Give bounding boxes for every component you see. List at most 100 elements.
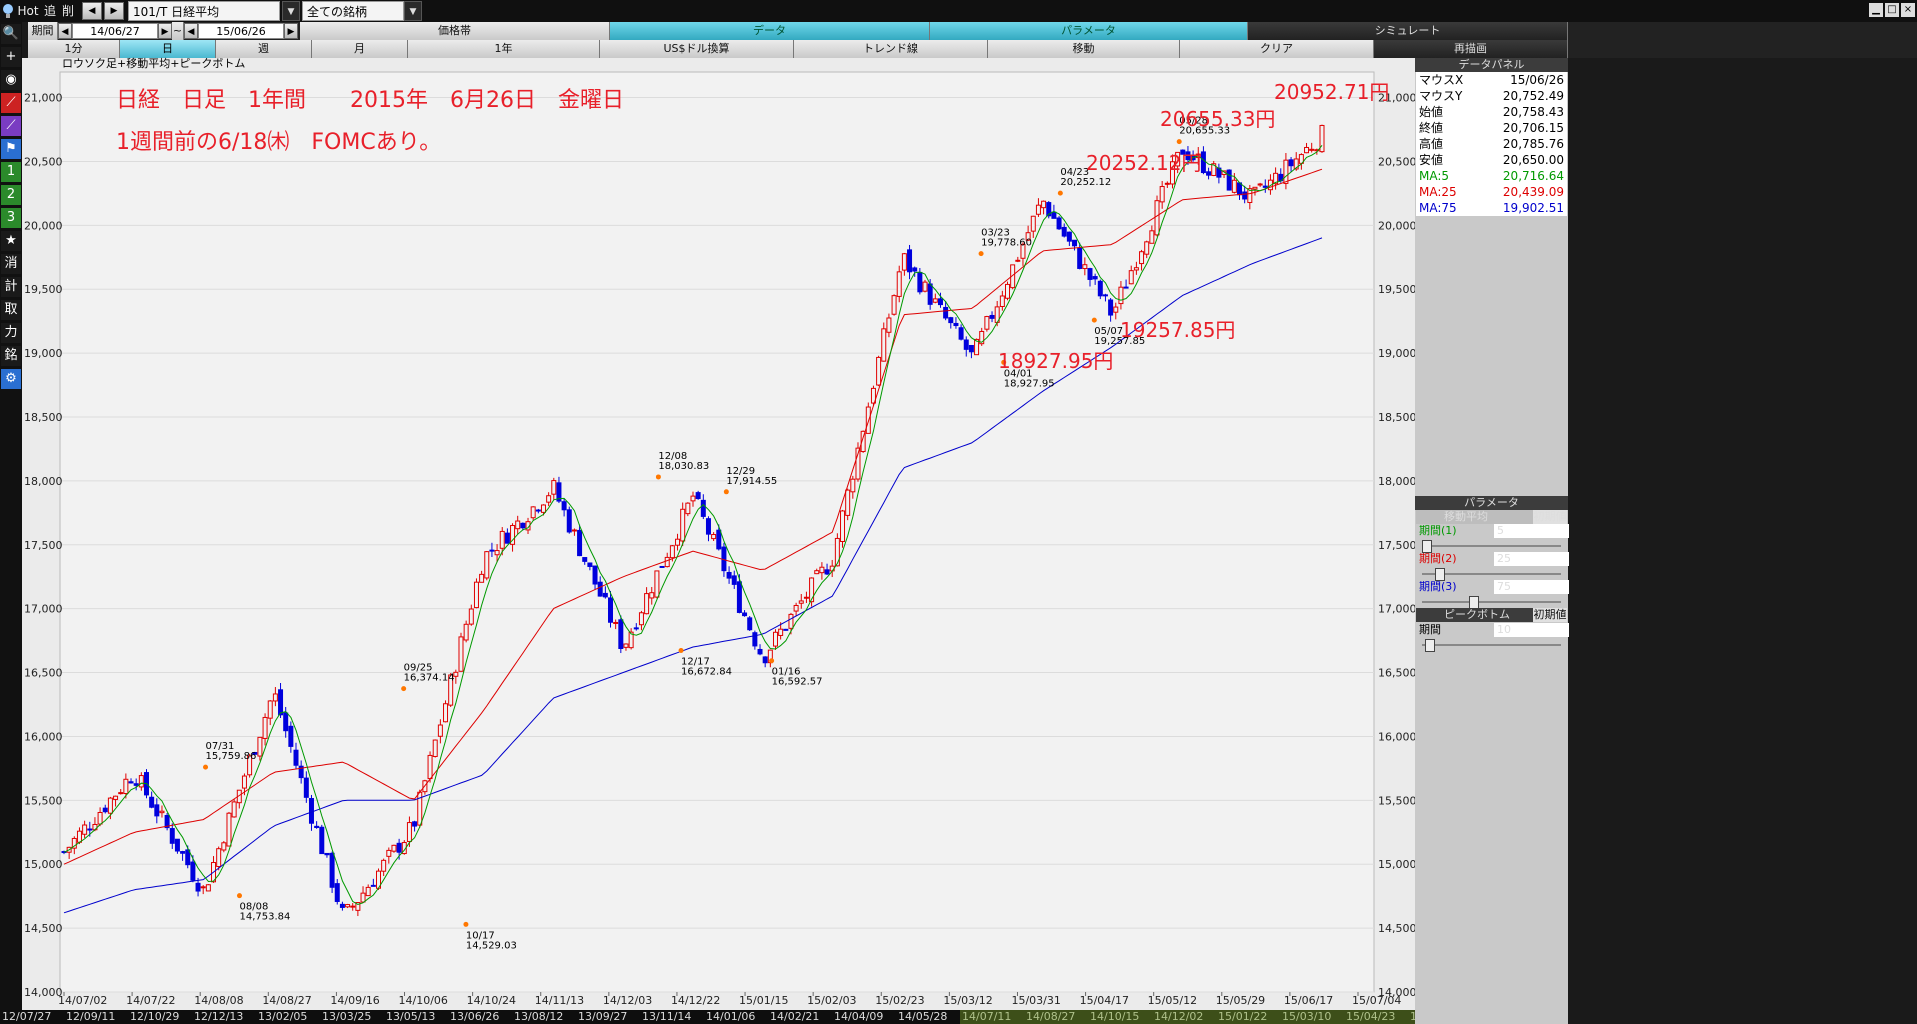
param-period1-row: 期間(1) 5 [1416,524,1569,538]
candle-body [510,525,516,545]
candle-body [298,765,304,779]
left-tool-12[interactable]: 取 [1,300,21,320]
to-date-next-button[interactable]: ▶ [284,23,298,39]
left-tool-13[interactable]: 力 [1,323,21,343]
left-tool-6[interactable]: 1 [1,162,21,182]
crosshair-icon[interactable]: + [1,47,21,67]
to-date-prev-button[interactable]: ◀ [184,23,198,39]
y-tick-label-left: 15,000 [24,858,63,871]
candle-body [608,597,614,623]
candle-body [633,627,639,630]
period2-label: 期間(2) [1419,552,1457,565]
gear-icon[interactable]: ⚙ [1,369,21,389]
interval-daily-button[interactable]: 日 [120,40,216,58]
pb-period-slider[interactable] [1416,638,1567,652]
candle-body [1097,280,1103,297]
clear-button[interactable]: クリア [1180,40,1374,58]
trendline-button[interactable]: トレンド線 [794,40,988,58]
pb-period-slider-thumb[interactable] [1425,639,1435,652]
candle-body [406,822,412,842]
candle-body [437,724,443,737]
candle-body [1252,186,1258,190]
period3-slider[interactable] [1416,595,1567,609]
candle-body [669,545,675,559]
data-panel-key: MA:5 [1419,169,1450,183]
data-panel-row: MA:75 19,902.51 [1416,200,1567,216]
left-tool-8[interactable]: 3 [1,208,21,228]
period2-input[interactable]: 25 [1494,552,1569,566]
bulb-icon[interactable] [2,2,14,20]
period1-input[interactable]: 5 [1494,524,1569,538]
annotation-title: 日経 日足 1年間 2015年 6月26日 金曜日 [116,88,624,113]
tab-parameter[interactable]: パラメータ [930,22,1248,40]
right-panel: データパネル マウスX 15/06/26 マウスY 20,752.49 始値 20,758… [1415,58,1569,1024]
period3-input[interactable]: 75 [1494,580,1569,594]
camera-icon[interactable]: ◉ [1,70,21,90]
close-button[interactable]: × [1901,3,1915,17]
left-tool-11[interactable]: 計 [1,277,21,297]
universe-dropdown-arrow[interactable]: ▼ [404,1,422,21]
ma-reset-button[interactable]: 初期値 [1533,510,1567,524]
left-tool-14[interactable]: 銘 [1,346,21,366]
candle-body [1133,267,1139,271]
universe-select[interactable]: 全ての銘柄 [302,1,404,21]
usd-convert-button[interactable]: US$ドル換算 [600,40,794,58]
pb-period-input[interactable]: 10 [1494,623,1569,637]
left-tool-7[interactable]: 2 [1,185,21,205]
overview-axis[interactable]: 12/07/27 12/09/11 12/10/29 12/12/13 13/02/05… [0,1010,1459,1024]
candle-body [855,447,861,480]
delete-button[interactable]: 削 [61,4,74,18]
chart-area[interactable]: 21,000 21,000 20,500 20,500 20,000 20,000 19,5… [22,58,1417,1010]
data-panel-value: 15/06/26 [1510,73,1564,87]
candle-body [700,499,706,517]
interval-1year-button[interactable]: 1年 [408,40,600,58]
overview-selection[interactable] [960,1010,1415,1024]
prev-symbol-button[interactable]: ◀ [82,2,102,20]
chart-line-icon[interactable]: ⟋ [1,93,21,113]
redraw-button[interactable]: 再描画 [1374,40,1568,58]
candle-body [840,510,846,542]
period2-slider[interactable] [1416,567,1567,581]
candle-body [102,807,108,813]
tab-data[interactable]: データ [610,22,930,40]
flag-icon[interactable]: ⚑ [1,139,21,159]
tab-simulate[interactable]: シミュレート [1248,22,1568,40]
from-date-next-button[interactable]: ▶ [158,23,172,39]
from-date-prev-button[interactable]: ◀ [58,23,72,39]
to-date-input[interactable]: 15/06/26 [198,23,284,39]
interval-1min-button[interactable]: 1分 [28,40,120,58]
left-tool-9[interactable]: ★ [1,231,21,251]
next-symbol-button[interactable]: ▶ [104,2,124,20]
y-tick-label-right: 20,000 [1378,219,1415,232]
candle-body [757,648,763,655]
y-tick-label-left: 14,500 [24,922,63,935]
period1-slider-thumb[interactable] [1422,540,1432,553]
chart-ma-icon[interactable]: ⟋ [1,116,21,136]
symbol-dropdown-arrow[interactable]: ▼ [282,1,300,21]
search-icon[interactable]: 🔍 [1,24,21,44]
move-button[interactable]: 移動 [988,40,1180,58]
from-date-input[interactable]: 14/06/27 [72,23,158,39]
candle-body [793,604,799,612]
candle-body [571,529,577,532]
peakbottom-reset-button[interactable]: 初期値 [1533,608,1567,622]
interval-monthly-button[interactable]: 月 [312,40,408,58]
peak-value-label: 16,592.57 [772,677,823,688]
peak-marker [401,686,407,692]
left-tool-10[interactable]: 消 [1,254,21,274]
x-tick-label: 15/05/29 [1216,994,1265,1007]
peak-date-label: 12/29 [726,466,755,477]
interval-weekly-button[interactable]: 週 [216,40,312,58]
annotation-price-20952: 20952.71円 [1274,80,1390,104]
candle-body [1242,191,1248,200]
period2-slider-thumb[interactable] [1435,568,1445,581]
maximize-button[interactable]: □ [1885,3,1899,17]
minimize-button[interactable]: ▁ [1869,3,1883,17]
tab-price-band[interactable]: 価格帯 [300,22,610,40]
hot-button[interactable]: Hot [17,4,39,18]
candle-body [989,314,995,319]
add-button[interactable]: 追 [43,4,56,18]
period1-slider[interactable] [1416,539,1567,553]
candle-body [1025,232,1031,241]
symbol-input[interactable]: 101/T 日経平均 [128,1,280,21]
